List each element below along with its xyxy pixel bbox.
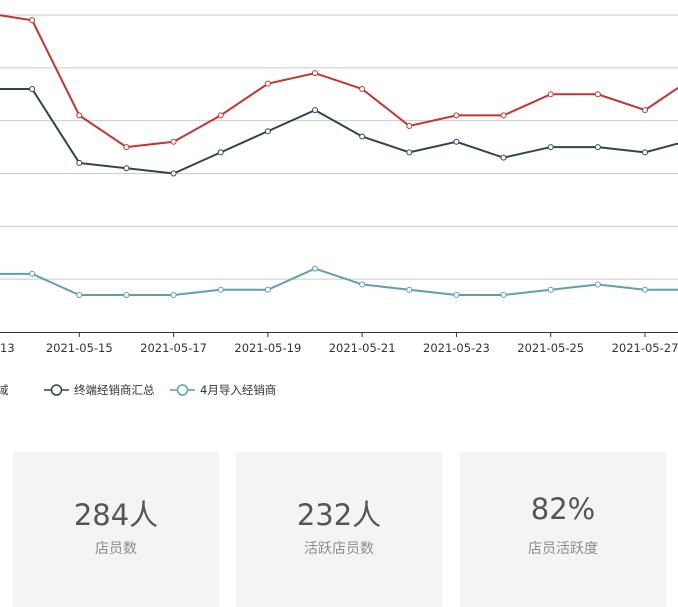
stat-card-active-staff: 232人 活跃店员数 (236, 452, 442, 607)
stat-card-staff-count: 284人 店员数 (13, 452, 219, 607)
data-point[interactable] (359, 281, 366, 288)
series-2 (0, 265, 678, 299)
legend-marker (176, 384, 189, 396)
data-point[interactable] (76, 112, 83, 119)
x-tick-label: 2021-05-19 (234, 341, 301, 355)
data-point[interactable] (500, 292, 507, 299)
grid-lines (0, 14, 678, 280)
data-point[interactable] (642, 149, 648, 156)
legend-label: 部区域 (0, 383, 9, 397)
data-point[interactable] (217, 112, 224, 119)
stat-label: 店员数 (95, 541, 137, 557)
data-point[interactable] (76, 292, 83, 299)
data-point[interactable] (594, 144, 601, 151)
data-point[interactable] (594, 281, 601, 288)
series-line (0, 87, 678, 175)
data-point[interactable] (217, 286, 224, 293)
legend-item[interactable]: 4月导入经销商 (170, 383, 276, 397)
data-point[interactable] (406, 122, 413, 129)
stat-card-activity-rate: 82% 店员活跃度 (460, 452, 666, 607)
data-point[interactable] (547, 286, 554, 293)
data-point[interactable] (312, 265, 318, 272)
data-point[interactable] (312, 107, 318, 114)
data-point[interactable] (500, 112, 507, 119)
series-0 (0, 14, 678, 151)
data-point[interactable] (359, 85, 366, 92)
data-point[interactable] (594, 91, 601, 98)
x-tick-label: 2021-05-21 (329, 341, 396, 355)
data-point[interactable] (170, 170, 177, 177)
data-point[interactable] (76, 159, 83, 166)
legend-label: 终端经销商汇总 (74, 383, 155, 397)
data-point[interactable] (547, 91, 554, 98)
data-point[interactable] (29, 17, 36, 24)
data-point[interactable] (312, 70, 318, 77)
stat-value: 232人 (296, 498, 382, 532)
data-point[interactable] (642, 107, 648, 114)
stat-value: 284人 (73, 498, 159, 532)
data-point[interactable] (547, 144, 554, 151)
legend-marker (50, 384, 63, 396)
x-tick-label: 2021-05-25 (517, 341, 584, 355)
series-line (0, 267, 678, 297)
data-point[interactable] (123, 165, 130, 172)
data-point[interactable] (500, 154, 507, 161)
data-point[interactable] (217, 149, 224, 156)
data-point[interactable] (453, 292, 460, 299)
stat-value: 82% (530, 492, 596, 526)
x-axis: 13 2021-05-15 2021-05-17 2021-05-19 2021-05-… (0, 332, 678, 355)
data-point[interactable] (264, 80, 271, 87)
series-1 (0, 85, 678, 177)
x-tick-label: 13 (0, 341, 15, 355)
data-point[interactable] (170, 292, 177, 299)
data-point[interactable] (264, 286, 271, 293)
legend-item[interactable]: 终端经销商汇总 (44, 383, 155, 397)
legend-item[interactable]: 部区域 (0, 383, 9, 397)
data-point[interactable] (642, 286, 648, 293)
series-layer (0, 14, 678, 299)
series-line (0, 14, 678, 149)
x-tick-label: 2021-05-23 (423, 341, 490, 355)
x-tick-label: 2021-05-27 (612, 341, 678, 355)
data-point[interactable] (29, 85, 36, 92)
data-point[interactable] (29, 270, 36, 277)
x-tick-label: 2021-05-17 (140, 341, 207, 355)
stat-label: 活跃店员数 (304, 541, 374, 557)
x-tick-label: 2021-05-15 (46, 341, 113, 355)
data-point[interactable] (170, 138, 177, 145)
data-point[interactable] (359, 133, 366, 140)
data-point[interactable] (406, 149, 413, 156)
legend[interactable]: 部区域 终端经销商汇总 4月导入经销商 (0, 383, 276, 397)
legend-label: 4月导入经销商 (200, 383, 276, 397)
data-point[interactable] (453, 112, 460, 119)
data-point[interactable] (453, 138, 460, 145)
data-point[interactable] (123, 144, 130, 151)
data-point[interactable] (123, 292, 130, 299)
data-point[interactable] (406, 286, 413, 293)
line-chart: 13 2021-05-15 2021-05-17 2021-05-19 2021-05-… (0, 14, 678, 397)
stat-label: 店员活跃度 (528, 541, 598, 557)
data-point[interactable] (264, 128, 271, 135)
